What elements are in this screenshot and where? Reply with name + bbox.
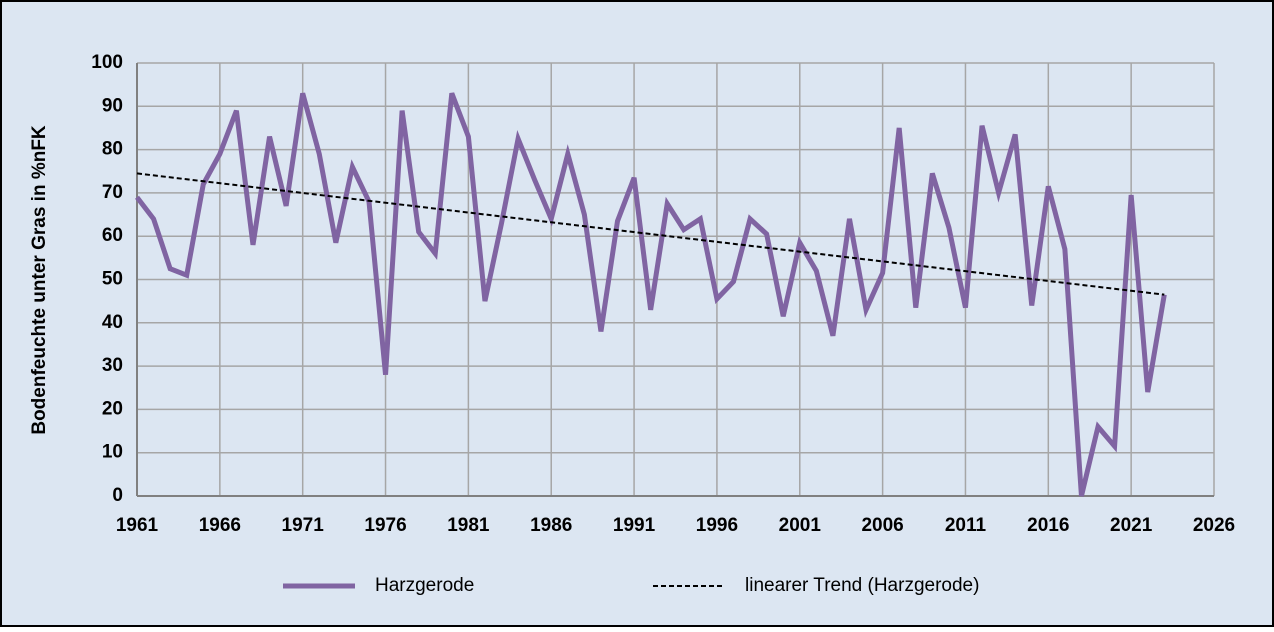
- x-tick-label: 1961: [116, 515, 159, 536]
- x-tick-label: 1971: [282, 515, 325, 536]
- x-tick-label: 1966: [199, 515, 241, 536]
- y-tick-label: 90: [102, 95, 123, 116]
- x-tick-label: 2001: [779, 515, 822, 536]
- x-tick-label: 2011: [945, 515, 987, 536]
- x-tick-label: 1996: [696, 515, 738, 536]
- x-tick-label: 1986: [530, 515, 572, 536]
- legend-label: Harzgerode: [375, 575, 474, 596]
- y-tick-label: 30: [102, 355, 123, 376]
- x-tick-label: 1981: [447, 515, 490, 536]
- y-tick-label: 100: [91, 52, 123, 73]
- y-tick-label: 70: [102, 182, 123, 203]
- legend-label: linearer Trend (Harzgerode): [745, 575, 979, 596]
- x-tick-label: 2016: [1027, 515, 1069, 536]
- y-tick-label: 20: [102, 398, 123, 419]
- y-tick-label: 40: [102, 312, 123, 333]
- data-line: [135, 92, 1167, 497]
- x-tick-label: 2026: [1193, 515, 1235, 536]
- x-tick-label: 1976: [364, 515, 406, 536]
- lines: [135, 92, 1167, 497]
- y-tick-label: 60: [102, 225, 123, 246]
- y-tick-label: 80: [102, 139, 123, 160]
- y-tick-label: 50: [102, 269, 123, 290]
- x-tick-label: 2021: [1110, 515, 1153, 536]
- y-axis-label: Bodenfeuchte unter Gras in %nFK: [29, 125, 50, 435]
- y-tick-label: 0: [112, 485, 123, 506]
- x-tick-label: 2006: [861, 515, 903, 536]
- trend-line: [136, 172, 1165, 296]
- y-tick-label: 10: [102, 442, 123, 463]
- x-tick-label: 1991: [613, 515, 656, 536]
